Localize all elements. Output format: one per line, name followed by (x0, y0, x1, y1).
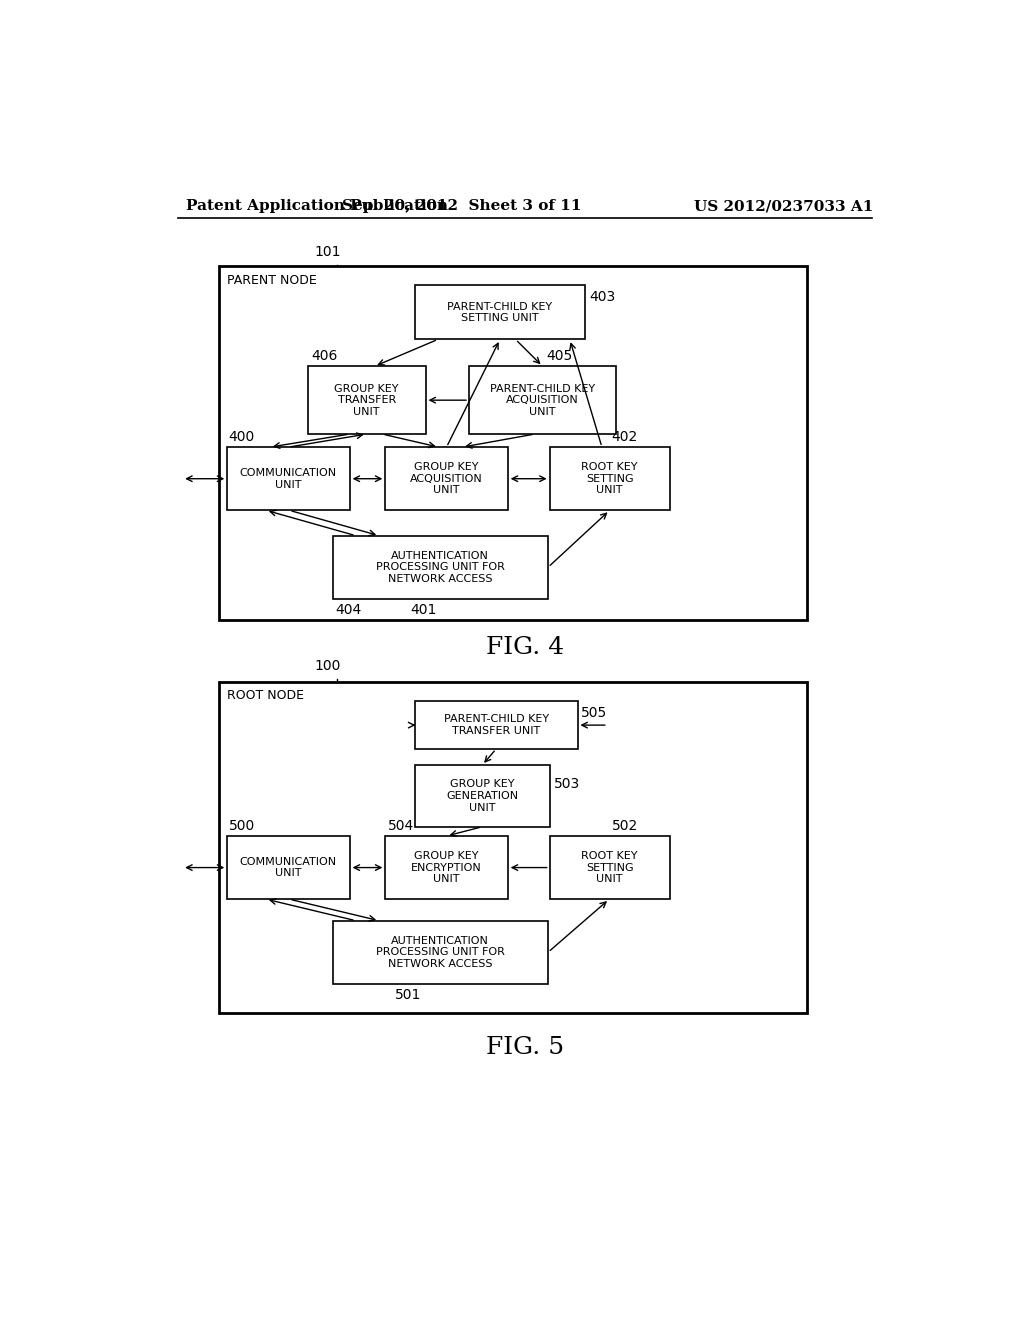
Text: ROOT KEY
SETTING
UNIT: ROOT KEY SETTING UNIT (582, 851, 638, 884)
Text: 500: 500 (228, 818, 255, 833)
Text: 401: 401 (410, 603, 436, 618)
Text: 405: 405 (547, 350, 572, 363)
Bar (219, 682, 807, 1014)
Text: 503: 503 (554, 776, 581, 791)
Text: 101: 101 (314, 244, 341, 259)
Bar (550, 447, 670, 511)
Text: PARENT NODE: PARENT NODE (227, 273, 317, 286)
Bar (550, 836, 670, 899)
Text: 403: 403 (589, 290, 615, 304)
Text: 100: 100 (314, 659, 340, 673)
Text: 402: 402 (611, 430, 638, 444)
Bar (308, 367, 426, 434)
Text: AUTHENTICATION
PROCESSING UNIT FOR
NETWORK ACCESS: AUTHENTICATION PROCESSING UNIT FOR NETWO… (376, 936, 505, 969)
Bar (385, 447, 508, 511)
Text: 501: 501 (394, 989, 421, 1002)
Text: GROUP KEY
ENCRYPTION
UNIT: GROUP KEY ENCRYPTION UNIT (412, 851, 482, 884)
Text: FIG. 5: FIG. 5 (485, 1036, 564, 1059)
Text: 400: 400 (228, 430, 255, 444)
Text: AUTHENTICATION
PROCESSING UNIT FOR
NETWORK ACCESS: AUTHENTICATION PROCESSING UNIT FOR NETWO… (376, 550, 505, 583)
Text: 505: 505 (582, 706, 607, 719)
Text: PARENT-CHILD KEY
SETTING UNIT: PARENT-CHILD KEY SETTING UNIT (447, 301, 553, 323)
Text: 502: 502 (611, 818, 638, 833)
Text: US 2012/0237033 A1: US 2012/0237033 A1 (693, 199, 873, 213)
Bar (385, 836, 508, 899)
Bar (415, 701, 578, 748)
Text: COMMUNICATION
UNIT: COMMUNICATION UNIT (240, 467, 337, 490)
Text: 404: 404 (336, 603, 361, 618)
Bar (415, 285, 586, 339)
Bar (219, 267, 807, 620)
Bar (227, 836, 349, 899)
Bar (333, 921, 548, 983)
Text: GROUP KEY
TRANSFER
UNIT: GROUP KEY TRANSFER UNIT (335, 384, 399, 417)
Text: 406: 406 (311, 350, 337, 363)
Bar (415, 766, 550, 826)
Text: Patent Application Publication: Patent Application Publication (186, 199, 449, 213)
Bar (227, 447, 349, 511)
Text: Sep. 20, 2012  Sheet 3 of 11: Sep. 20, 2012 Sheet 3 of 11 (341, 199, 581, 213)
Text: PARENT-CHILD KEY
TRANSFER UNIT: PARENT-CHILD KEY TRANSFER UNIT (443, 714, 549, 737)
Text: FIG. 4: FIG. 4 (485, 636, 564, 659)
Text: ROOT NODE: ROOT NODE (227, 689, 304, 702)
Text: 504: 504 (388, 818, 415, 833)
Text: ROOT KEY
SETTING
UNIT: ROOT KEY SETTING UNIT (582, 462, 638, 495)
Bar (333, 536, 548, 599)
Text: PARENT-CHILD KEY
ACQUISITION
UNIT: PARENT-CHILD KEY ACQUISITION UNIT (490, 384, 595, 417)
Text: GROUP KEY
ACQUISITION
UNIT: GROUP KEY ACQUISITION UNIT (411, 462, 483, 495)
Text: GROUP KEY
GENERATION
UNIT: GROUP KEY GENERATION UNIT (446, 779, 518, 813)
Text: COMMUNICATION
UNIT: COMMUNICATION UNIT (240, 857, 337, 878)
Bar (469, 367, 616, 434)
